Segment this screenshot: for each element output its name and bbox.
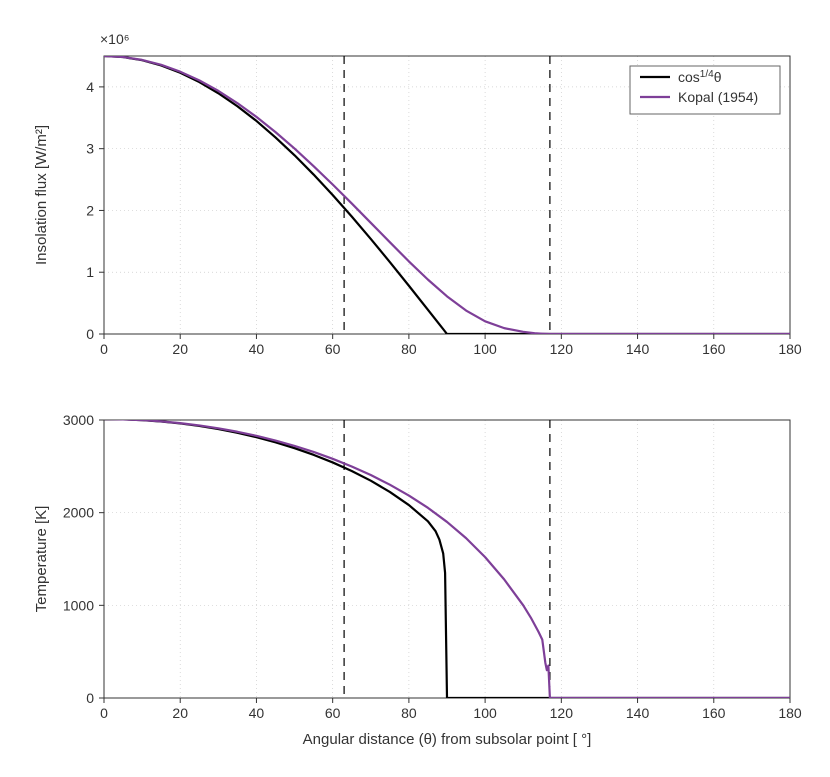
svg-text:120: 120 bbox=[550, 705, 574, 721]
svg-text:1: 1 bbox=[86, 264, 94, 280]
svg-text:140: 140 bbox=[626, 341, 650, 357]
series-cos14 bbox=[104, 419, 790, 698]
legend-label-kopal: Kopal (1954) bbox=[678, 89, 758, 105]
svg-text:0: 0 bbox=[100, 341, 108, 357]
svg-text:Insolation flux [W/m²]: Insolation flux [W/m²] bbox=[33, 125, 50, 265]
svg-text:×10⁶: ×10⁶ bbox=[100, 31, 130, 47]
svg-text:20: 20 bbox=[172, 705, 188, 721]
svg-text:100: 100 bbox=[473, 705, 497, 721]
svg-text:80: 80 bbox=[401, 705, 417, 721]
svg-text:180: 180 bbox=[778, 341, 802, 357]
svg-text:40: 40 bbox=[249, 341, 265, 357]
figure: 0 20 40 60 80 100 120 140 160 180 0 1 2 3 4 ×10⁶ Insolat… bbox=[0, 0, 830, 777]
svg-text:2000: 2000 bbox=[63, 505, 94, 521]
svg-text:4: 4 bbox=[86, 79, 94, 95]
svg-text:2: 2 bbox=[86, 202, 94, 218]
svg-text:0: 0 bbox=[100, 705, 108, 721]
svg-text:80: 80 bbox=[401, 341, 417, 357]
svg-text:Angular distance (θ) from subs: Angular distance (θ) from subsolar point… bbox=[303, 731, 592, 748]
svg-text:100: 100 bbox=[473, 341, 497, 357]
svg-text:0: 0 bbox=[86, 326, 94, 342]
svg-text:3: 3 bbox=[86, 141, 94, 157]
svg-text:40: 40 bbox=[249, 705, 265, 721]
chart-svg: 0 20 40 60 80 100 120 140 160 180 0 1 2 3 4 ×10⁶ Insolat… bbox=[0, 0, 830, 777]
svg-text:20: 20 bbox=[172, 341, 188, 357]
svg-text:3000: 3000 bbox=[63, 412, 94, 428]
svg-text:60: 60 bbox=[325, 341, 341, 357]
svg-text:Temperature [K]: Temperature [K] bbox=[33, 506, 50, 613]
svg-text:160: 160 bbox=[702, 341, 726, 357]
svg-text:120: 120 bbox=[550, 341, 574, 357]
svg-text:160: 160 bbox=[702, 705, 726, 721]
svg-text:1000: 1000 bbox=[63, 597, 94, 613]
svg-text:180: 180 bbox=[778, 705, 802, 721]
svg-text:60: 60 bbox=[325, 705, 341, 721]
svg-text:140: 140 bbox=[626, 705, 650, 721]
svg-text:0: 0 bbox=[86, 690, 94, 706]
